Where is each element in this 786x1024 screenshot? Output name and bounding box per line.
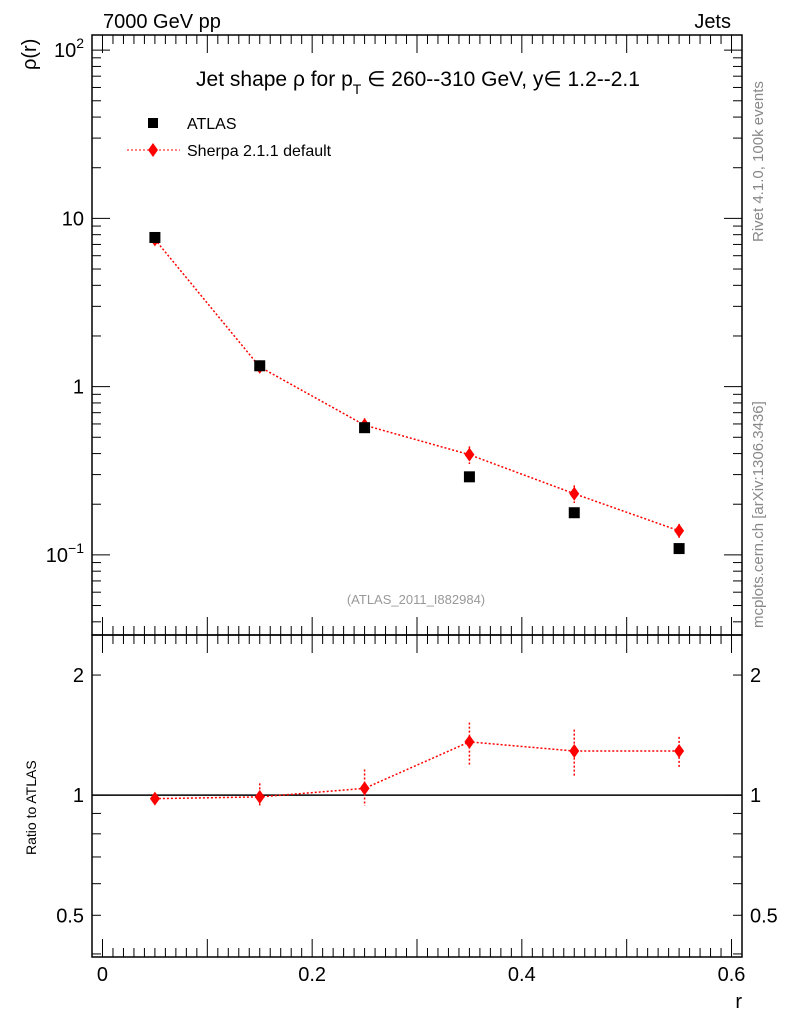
main-title: Jet shape ρ for pT ∈ 260--310 GeV, y∈ 1.… <box>196 68 640 97</box>
atlas-point <box>568 507 580 519</box>
y-tick-label: 10 <box>62 208 84 230</box>
y-tick-label: 1 <box>73 785 84 807</box>
ratio-point <box>674 744 685 759</box>
y-axis-label-main: ρ(r) <box>19 39 41 70</box>
x-tick-label: 0.6 <box>718 964 746 986</box>
header-left: 7000 GeV pp <box>103 11 221 33</box>
y-tick-label: 10−1 <box>46 540 84 567</box>
atlas-point <box>463 471 475 483</box>
ratio-point <box>254 789 265 804</box>
y-tick-label: 2 <box>750 665 761 687</box>
atlas-point <box>149 231 161 243</box>
atlas-point <box>673 543 685 555</box>
side-label-rivet: Rivet 4.1.0, 100k events <box>750 81 767 242</box>
y-tick-label: 0.5 <box>750 905 778 927</box>
ratio-line <box>154 741 680 800</box>
y-tick-label: 2 <box>73 665 84 687</box>
atlas-point <box>254 360 266 372</box>
y-tick-label: 102 <box>54 35 84 62</box>
sherpa-line <box>154 238 680 532</box>
sherpa-point <box>464 447 475 462</box>
ratio-point <box>359 781 370 796</box>
header-right: Jets <box>694 11 731 33</box>
x-tick-label: 0 <box>97 964 108 986</box>
ratio-point <box>149 791 160 806</box>
legend-label-sherpa: Sherpa 2.1.1 default <box>187 143 332 160</box>
sherpa-point <box>674 523 685 538</box>
x-tick-label: 0.4 <box>508 964 536 986</box>
sherpa-point <box>569 486 580 501</box>
watermark: (ATLAS_2011_I882984) <box>347 592 485 607</box>
plot-frame-1 <box>91 634 743 958</box>
legend-marker-sherpa <box>148 143 158 157</box>
x-tick-label: 0.2 <box>298 964 326 986</box>
legend-label-atlas: ATLAS <box>187 116 237 133</box>
y-tick-label: 1 <box>750 785 761 807</box>
ratio-point <box>464 734 475 749</box>
y-tick-label: 0.5 <box>56 905 84 927</box>
ratio-point <box>569 744 580 759</box>
side-label-mcplots: mcplots.cern.ch [arXiv:1306.3436] <box>750 401 767 628</box>
x-axis-label: r <box>735 991 742 1013</box>
y-axis-label-ratio: Ratio to ATLAS <box>23 760 39 855</box>
y-tick-label: 1 <box>73 377 84 399</box>
atlas-point <box>359 422 371 434</box>
legend-marker-atlas <box>148 118 158 128</box>
legend: ATLAS Sherpa 2.1.1 default <box>127 116 332 160</box>
